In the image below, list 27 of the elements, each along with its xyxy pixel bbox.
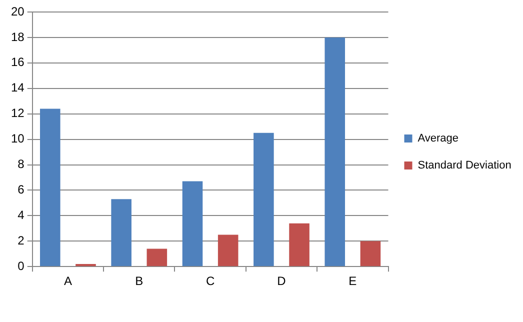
- x-tick-label: E: [348, 274, 357, 288]
- x-tick-label: D: [277, 274, 286, 288]
- y-tick-label: 6: [18, 182, 25, 197]
- y-tick-label: 18: [10, 30, 25, 44]
- y-tick-label: 16: [10, 55, 25, 70]
- y-tick-label: 8: [18, 157, 25, 172]
- y-tick-label: 0: [18, 258, 25, 273]
- y-tick-label: 12: [10, 106, 25, 120]
- y-tick-label: 20: [10, 4, 25, 18]
- x-tick-label: C: [206, 274, 215, 288]
- bar: [40, 108, 60, 266]
- bar: [289, 223, 310, 266]
- bar: [324, 37, 346, 266]
- bar: [360, 241, 381, 266]
- bar: [254, 132, 274, 266]
- x-tick-label: A: [64, 274, 72, 288]
- x-tick-label: B: [135, 274, 144, 288]
- bar: [182, 181, 203, 266]
- y-tick-label: 4: [18, 208, 25, 222]
- bar: [111, 199, 132, 266]
- bar: [218, 234, 238, 266]
- y-tick-label: 10: [10, 132, 25, 146]
- bar: [146, 248, 168, 266]
- legend-label: Average: [418, 132, 459, 145]
- y-tick-label: 2: [18, 233, 25, 248]
- legend-label: Standard Deviation: [418, 160, 512, 172]
- y-tick-label: 14: [10, 80, 25, 95]
